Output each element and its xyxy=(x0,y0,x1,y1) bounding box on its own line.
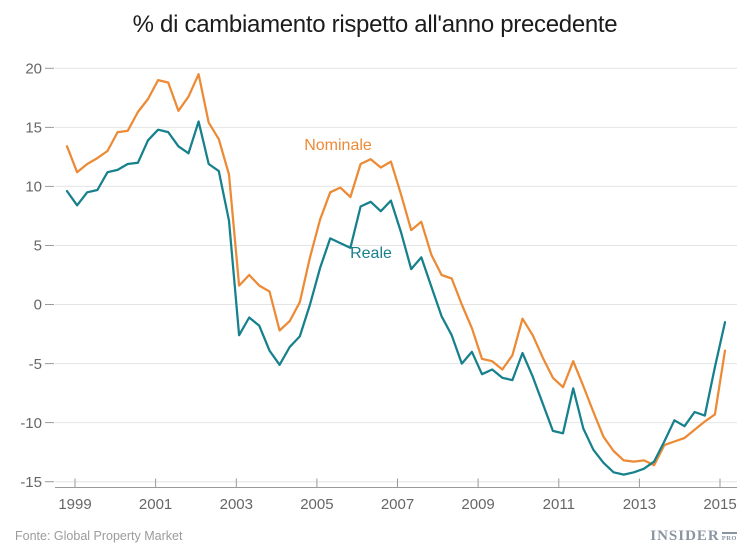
y-tick-label-20: 20 xyxy=(25,61,42,78)
y-tick-label-0: 0 xyxy=(34,297,42,314)
x-tick-label-1999: 1999 xyxy=(58,496,91,513)
series-label-nominale: Nominale xyxy=(304,137,372,154)
x-tick-label-2009: 2009 xyxy=(461,496,494,513)
series-line-nominale xyxy=(65,73,727,467)
y-tick-label-15: 15 xyxy=(25,120,42,137)
source-note: Fonte: Global Property Market xyxy=(15,529,183,543)
x-tick-label-2013: 2013 xyxy=(623,496,656,513)
y-tick-label-10: 10 xyxy=(25,179,42,196)
chart-title: % di cambiamento rispetto all'anno prece… xyxy=(132,11,618,38)
x-tick-label-2003: 2003 xyxy=(220,496,253,513)
y-tick-label-5: 5 xyxy=(34,238,42,255)
series-line-reale xyxy=(65,120,727,476)
x-tick-label-2001: 2001 xyxy=(139,496,172,513)
logo-insider-text: INSIDER xyxy=(650,528,720,544)
y-tick-label--15: -15 xyxy=(20,474,42,491)
x-tick-label-2005: 2005 xyxy=(300,496,333,513)
x-tick-label-2007: 2007 xyxy=(381,496,414,513)
y-tick-label--5: -5 xyxy=(29,356,42,373)
y-tick-label--10: -10 xyxy=(20,415,42,432)
x-tick-label-2015: 2015 xyxy=(703,496,736,513)
x-tick-label-2011: 2011 xyxy=(543,496,575,513)
insiderpro-logo: INSIDER PRO xyxy=(650,528,737,545)
logo-pro-text: PRO xyxy=(721,532,737,542)
series-label-reale: Reale xyxy=(350,245,392,262)
